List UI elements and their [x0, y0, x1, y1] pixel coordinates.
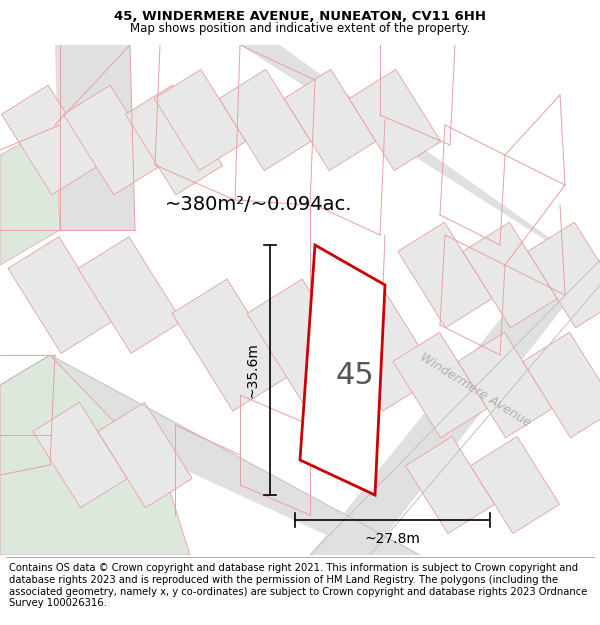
Polygon shape [247, 279, 363, 411]
Polygon shape [0, 355, 420, 555]
Polygon shape [322, 279, 438, 411]
Polygon shape [98, 402, 192, 508]
Polygon shape [2, 85, 98, 195]
Polygon shape [0, 355, 190, 555]
Polygon shape [528, 222, 600, 328]
Polygon shape [125, 85, 223, 195]
Polygon shape [219, 69, 311, 171]
Polygon shape [55, 45, 135, 230]
Polygon shape [160, 45, 600, 275]
Polygon shape [8, 237, 112, 353]
Polygon shape [406, 436, 494, 534]
Polygon shape [470, 436, 560, 534]
Polygon shape [393, 332, 487, 437]
Text: 45: 45 [335, 361, 374, 389]
Text: ~35.6m: ~35.6m [246, 342, 260, 398]
Polygon shape [398, 222, 492, 328]
Polygon shape [300, 245, 385, 495]
Polygon shape [33, 402, 127, 508]
Text: 45, WINDERMERE AVENUE, NUNEATON, CV11 6HH: 45, WINDERMERE AVENUE, NUNEATON, CV11 6H… [114, 10, 486, 23]
Polygon shape [523, 332, 600, 437]
Polygon shape [154, 69, 246, 171]
Polygon shape [0, 125, 60, 265]
Polygon shape [458, 332, 552, 437]
Text: Contains OS data © Crown copyright and database right 2021. This information is : Contains OS data © Crown copyright and d… [9, 563, 587, 608]
Polygon shape [463, 222, 557, 328]
Text: Windermere Avenue: Windermere Avenue [417, 351, 533, 429]
Text: ~27.8m: ~27.8m [365, 532, 421, 546]
Polygon shape [349, 69, 441, 171]
Polygon shape [172, 279, 288, 411]
Polygon shape [310, 245, 600, 555]
Text: ~380m²/~0.094ac.: ~380m²/~0.094ac. [165, 196, 353, 214]
Polygon shape [64, 85, 160, 195]
Polygon shape [78, 237, 182, 353]
Text: Map shows position and indicative extent of the property.: Map shows position and indicative extent… [130, 22, 470, 35]
Polygon shape [284, 69, 376, 171]
